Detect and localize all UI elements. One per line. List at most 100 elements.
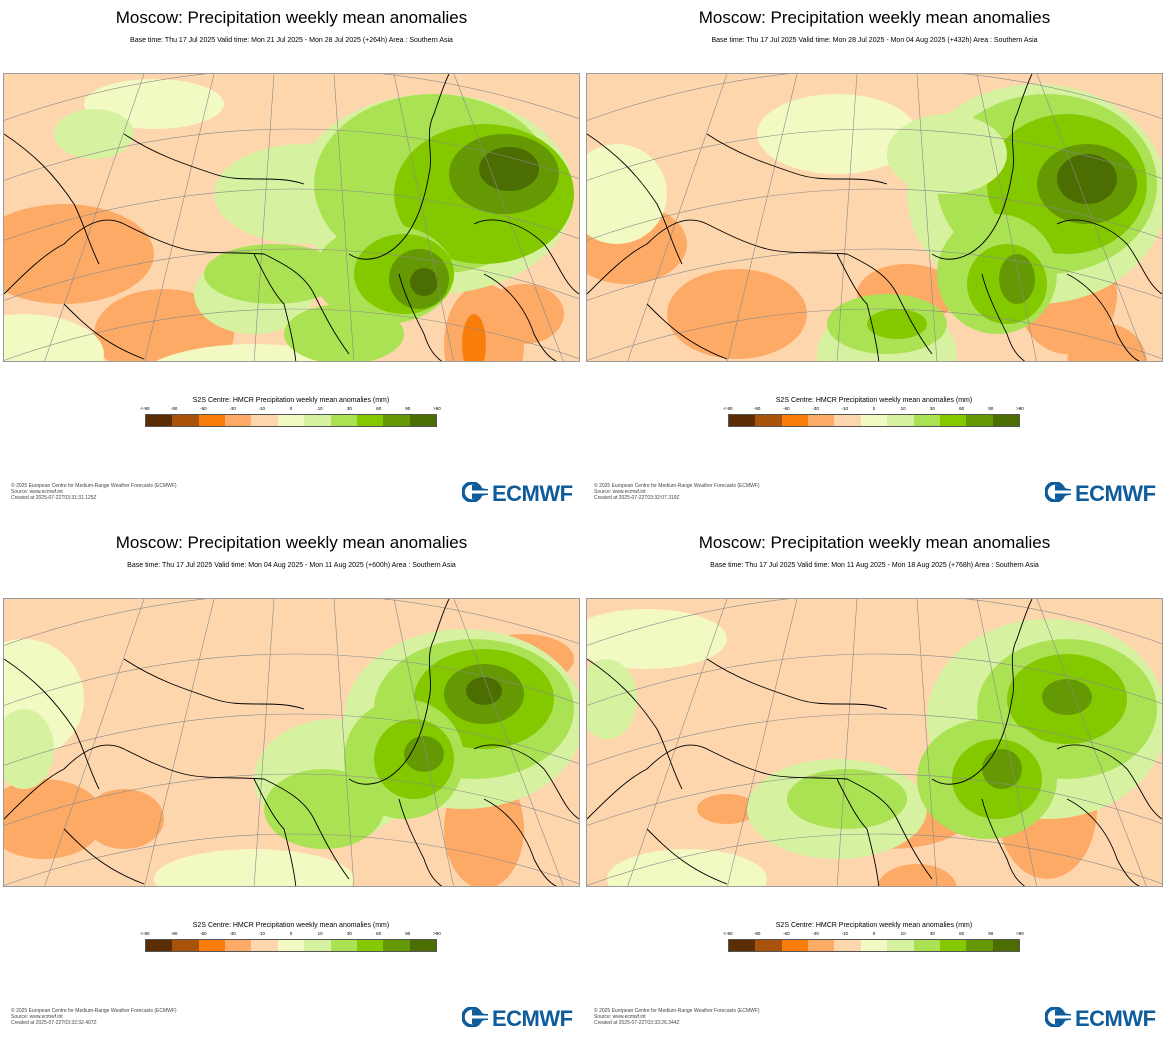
grid-line	[253, 599, 275, 886]
legend-swatch	[172, 940, 199, 951]
anomaly-region	[479, 147, 539, 191]
coastline	[483, 798, 558, 886]
anomaly-region	[484, 284, 564, 344]
coastline	[473, 219, 579, 295]
legend-tick: -10	[258, 406, 266, 411]
grid-line	[976, 74, 1037, 361]
footer-credits: © 2025 European Centre for Medium-Range …	[594, 483, 760, 501]
legend: S2S Centre: HMCR Precipitation weekly me…	[140, 922, 441, 952]
legend-swatch	[887, 940, 914, 951]
created-text: Created at 2025-07-22T03:32:32.407Z	[11, 1020, 97, 1026]
coastline	[646, 828, 728, 885]
legend-tick: 90	[988, 931, 994, 936]
legend-tick: 90	[405, 931, 411, 936]
created-text: Created at 2025-07-22T03:33:26.344Z	[594, 1020, 680, 1026]
grid-line	[916, 599, 938, 886]
grid-line	[587, 74, 1162, 121]
grid-line	[453, 599, 564, 886]
legend-tick: -60	[783, 406, 790, 411]
ecmwf-logo-text: ECMWF	[492, 1006, 573, 1031]
grid-line	[44, 599, 145, 886]
grid-line	[44, 74, 145, 361]
grid-line	[1036, 74, 1147, 361]
anomaly-region	[204, 244, 344, 304]
grid-line	[587, 308, 1162, 361]
grid-line	[587, 713, 1162, 766]
created-text: Created at 2025-07-22T03:31:31.125Z	[11, 495, 97, 501]
coastline	[931, 74, 1033, 260]
anomaly-region	[867, 309, 927, 339]
legend-swatch	[939, 415, 967, 426]
anomaly-region	[587, 609, 727, 669]
grid-line	[587, 773, 1162, 826]
legend-swatch	[913, 415, 940, 426]
legend-swatch	[251, 940, 278, 951]
anomaly-region	[410, 268, 438, 296]
grid-line	[1036, 599, 1147, 886]
legend-swatch	[860, 940, 888, 951]
panel-subtitle: Base time: Thu 17 Jul 2025 Valid time: M…	[130, 37, 453, 44]
legend-ticks: <-90 -90 -60 -30 -10 0 10 30 60 90 >90	[723, 406, 1024, 414]
anomaly-region	[607, 849, 767, 886]
map-panel: Moscow: Precipitation weekly mean anomal…	[0, 0, 583, 525]
legend-colorbar	[728, 939, 1020, 952]
legend-swatch	[330, 415, 357, 426]
grid-line	[144, 599, 215, 886]
source-text: Source: www.ecmwf.int	[11, 1014, 63, 1020]
anomaly-region	[982, 749, 1022, 789]
legend-swatch	[225, 415, 252, 426]
anomaly-region	[404, 736, 444, 772]
legend-swatch	[225, 940, 252, 951]
source-text: Source: www.ecmwf.int	[11, 489, 63, 495]
legend-swatch	[755, 940, 782, 951]
legend-tick: 30	[346, 931, 352, 936]
legend-tick: 30	[929, 406, 935, 411]
legend-tick: -30	[229, 406, 236, 411]
legend-swatch	[834, 415, 861, 426]
coastline	[123, 658, 305, 710]
copyright-text: © 2025 European Centre for Medium-Range …	[11, 483, 177, 489]
grid-line	[727, 74, 798, 361]
legend-tick: -10	[258, 931, 266, 936]
legend-tick: 60	[959, 406, 965, 411]
grid-line	[4, 248, 579, 301]
legend-swatch	[860, 415, 888, 426]
legend-tick: 10	[317, 931, 323, 936]
legend-tick: -30	[812, 406, 819, 411]
legend-colorbar	[728, 414, 1020, 427]
grid-line	[587, 128, 1162, 181]
grid-line	[627, 599, 728, 886]
ecmwf-logo-icon	[1044, 480, 1073, 507]
coastline	[4, 744, 350, 880]
legend-tick: -60	[200, 406, 207, 411]
precipitation-map	[3, 598, 580, 887]
legend-swatch	[781, 415, 809, 426]
coastline	[4, 219, 350, 355]
coastline	[123, 133, 305, 185]
coastline	[348, 74, 450, 260]
legend-tick: <-90	[723, 931, 733, 936]
legend: S2S Centre: HMCR Precipitation weekly me…	[723, 922, 1024, 952]
legend-swatch	[277, 415, 305, 426]
grid-line	[587, 653, 1162, 706]
legend-tick: -30	[229, 931, 236, 936]
legend-tick: -90	[753, 931, 761, 936]
copyright-text: © 2025 European Centre for Medium-Range …	[594, 1008, 760, 1014]
legend-tick: 30	[346, 406, 352, 411]
coastline	[981, 273, 1026, 361]
ecmwf-logo-icon	[461, 480, 490, 507]
legend-swatch	[198, 415, 226, 426]
coastline	[1056, 219, 1162, 295]
grid-line	[253, 74, 275, 361]
coastline	[836, 253, 880, 361]
coastline	[348, 599, 450, 785]
grid-line	[587, 833, 1162, 886]
legend-title: S2S Centre: HMCR Precipitation weekly me…	[192, 922, 390, 929]
legend-swatch	[198, 940, 226, 951]
legend-tick: -60	[783, 931, 790, 936]
coastline	[398, 798, 443, 886]
grid-line	[393, 599, 454, 886]
coastline	[398, 273, 443, 361]
legend-tick: 30	[929, 931, 935, 936]
coastline	[253, 253, 297, 361]
